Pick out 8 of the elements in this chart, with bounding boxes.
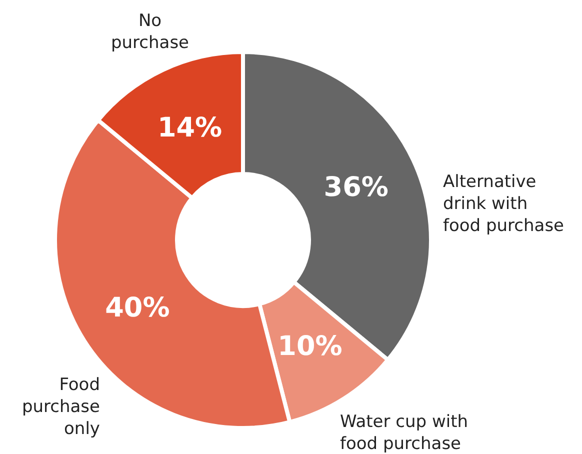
- data-label: 36%: [324, 172, 388, 204]
- slice-label: Water cup with food purchase: [340, 412, 468, 454]
- data-label: 40%: [105, 292, 170, 324]
- slice-label: Alternative drink with food purchase: [443, 172, 564, 236]
- data-label: 10%: [278, 330, 342, 362]
- slice-label: No purchase: [110, 11, 190, 53]
- data-label: 14%: [157, 112, 222, 144]
- slice-label: Food purchase only: [22, 375, 100, 439]
